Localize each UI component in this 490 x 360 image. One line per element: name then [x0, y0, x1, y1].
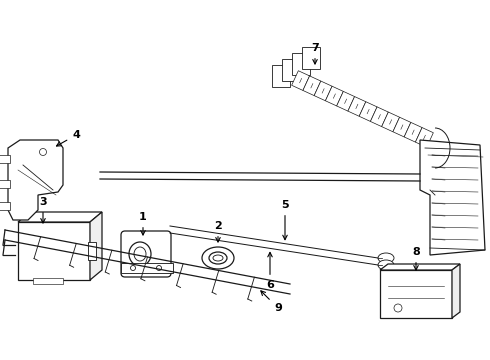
Polygon shape	[337, 91, 355, 111]
Text: 1: 1	[139, 212, 147, 235]
Polygon shape	[348, 96, 366, 116]
Polygon shape	[420, 140, 485, 255]
Text: 8: 8	[412, 247, 420, 270]
Bar	[302, 47, 320, 69]
Polygon shape	[382, 112, 399, 132]
Bar	[88, 242, 96, 260]
Polygon shape	[380, 264, 460, 270]
Polygon shape	[404, 122, 422, 142]
Ellipse shape	[378, 260, 394, 270]
Bar	[292, 53, 310, 75]
Bar	[18, 222, 90, 280]
Text: 3: 3	[39, 197, 47, 223]
Ellipse shape	[394, 304, 402, 312]
Bar	[121, 263, 173, 273]
Polygon shape	[8, 140, 63, 220]
Polygon shape	[370, 107, 389, 127]
FancyBboxPatch shape	[121, 231, 171, 277]
Bar	[0, 180, 10, 188]
Ellipse shape	[129, 242, 151, 266]
Polygon shape	[18, 212, 102, 222]
Polygon shape	[303, 76, 321, 96]
Text: 9: 9	[261, 291, 282, 313]
Ellipse shape	[209, 252, 227, 264]
Ellipse shape	[130, 266, 136, 270]
Polygon shape	[416, 127, 433, 147]
Ellipse shape	[40, 148, 47, 156]
Polygon shape	[452, 264, 460, 318]
Ellipse shape	[202, 247, 234, 269]
Text: 2: 2	[214, 221, 222, 242]
Ellipse shape	[378, 253, 394, 263]
Text: 7: 7	[311, 43, 319, 64]
Bar	[33, 278, 63, 284]
Text: 5: 5	[281, 200, 289, 240]
Bar	[0, 202, 10, 210]
Ellipse shape	[134, 247, 146, 261]
Polygon shape	[393, 117, 411, 137]
Bar	[0, 155, 10, 163]
Polygon shape	[292, 71, 310, 90]
Ellipse shape	[213, 255, 223, 261]
Bar	[272, 65, 290, 87]
Polygon shape	[359, 102, 377, 121]
Text: 4: 4	[56, 130, 80, 146]
Text: 6: 6	[266, 252, 274, 290]
Bar	[282, 59, 300, 81]
Polygon shape	[90, 212, 102, 280]
Polygon shape	[314, 81, 332, 101]
Bar	[380, 270, 452, 318]
Polygon shape	[325, 86, 343, 106]
Ellipse shape	[156, 266, 162, 270]
